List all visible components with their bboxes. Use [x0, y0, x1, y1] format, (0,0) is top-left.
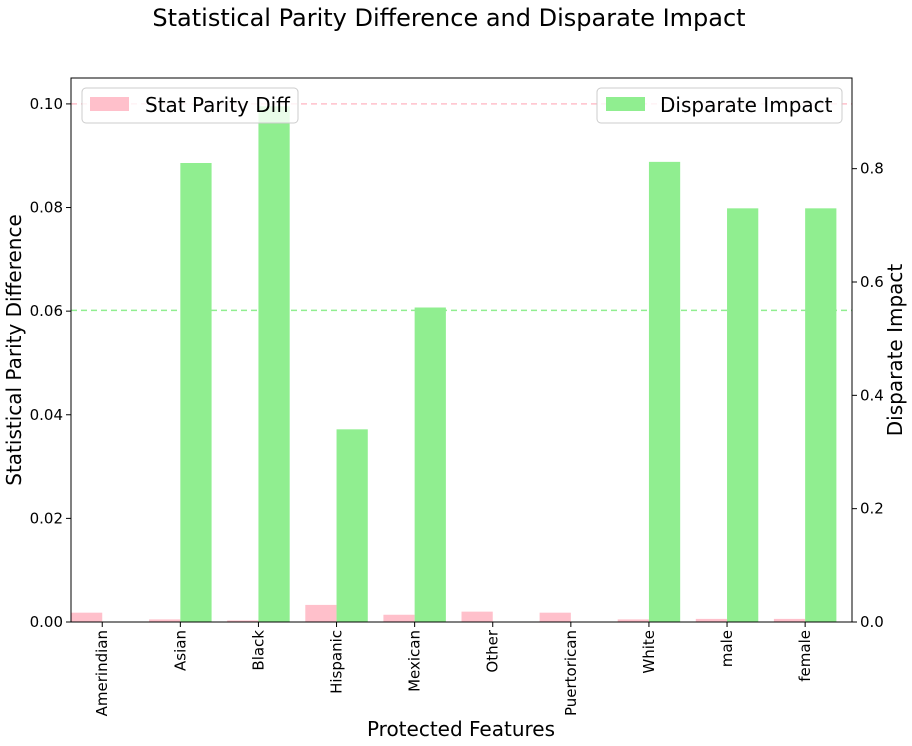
- right-tick-label: 0.4: [860, 386, 884, 404]
- bar-disparate-impact-hispanic: [336, 429, 368, 622]
- disparate-impact-bars: [180, 106, 837, 623]
- left-tick-label: 0.08: [30, 199, 63, 217]
- legend-swatch-stat-parity: [90, 97, 129, 111]
- right-tick-label: 0.8: [860, 160, 884, 178]
- bar-stat-parity-female: [773, 618, 806, 622]
- bar-stat-parity-hispanic: [305, 604, 337, 622]
- bar-stat-parity-amerindian: [71, 612, 103, 622]
- x-tick-label: male: [718, 630, 736, 667]
- chart-title: Statistical Parity Difference and Dispar…: [152, 4, 745, 32]
- left-tick-label: 0.00: [30, 613, 63, 631]
- right-tick-label: 0.2: [860, 500, 884, 518]
- bar-disparate-impact-white: [648, 161, 681, 622]
- legend-swatch-disparate-impact: [606, 97, 645, 111]
- bar-stat-parity-mexican: [383, 614, 415, 622]
- left-axis-ticks: 0.00 0.02 0.04 0.06 0.08 0.10: [30, 95, 71, 631]
- legend-box: [596, 87, 843, 124]
- bar-disparate-impact-female: [805, 208, 837, 623]
- x-axis-ticks: Amerindian Asian Black Hispanic Mexican Other…: [93, 622, 814, 716]
- bar-disparate-impact-black: [258, 106, 290, 623]
- bar-disparate-impact-male: [727, 208, 759, 623]
- left-tick-label: 0.04: [30, 406, 63, 424]
- left-tick-label: 0.06: [30, 302, 63, 320]
- plot-frame: [70, 77, 853, 623]
- right-tick-label: 0.0: [860, 613, 884, 631]
- bar-stat-parity-asian: [149, 619, 181, 622]
- right-y-axis-label: Disparate Impact: [883, 264, 907, 437]
- x-tick-label: Amerindian: [93, 630, 111, 716]
- bar-stat-parity-black: [227, 620, 259, 622]
- x-tick-label: Mexican: [406, 630, 424, 692]
- legend-box: [81, 87, 299, 124]
- left-tick-label: 0.02: [30, 509, 63, 527]
- bar-disparate-impact-asian: [180, 163, 212, 622]
- right-tick-label: 0.6: [860, 273, 884, 291]
- left-tick-label: 0.10: [30, 95, 63, 113]
- stat-parity-bars: [71, 604, 806, 622]
- legend-stat-parity: Stat Parity Diff: [81, 87, 299, 124]
- x-tick-label: Other: [484, 629, 502, 672]
- x-tick-label: female: [796, 630, 814, 682]
- legend-disparate-impact: Disparate Impact: [596, 87, 843, 124]
- x-tick-label: White: [640, 630, 658, 674]
- left-y-axis-label: Statistical Parity Difference: [2, 214, 26, 486]
- legend-label-stat-parity: Stat Parity Diff: [145, 93, 291, 117]
- x-tick-label: Asian: [171, 630, 189, 671]
- bar-stat-parity-male: [695, 618, 728, 622]
- legend-label-disparate-impact: Disparate Impact: [660, 93, 833, 117]
- bar-stat-parity-other: [461, 611, 493, 622]
- bar-stat-parity-white: [617, 619, 649, 622]
- right-axis-ticks: 0.0 0.2 0.4 0.6 0.8: [852, 160, 884, 631]
- x-tick-label: Black: [249, 630, 267, 671]
- x-axis-label: Protected Features: [367, 717, 555, 741]
- x-tick-label: Puertorican: [562, 630, 580, 716]
- bar-stat-parity-puertorican: [539, 612, 571, 622]
- x-tick-label: Hispanic: [328, 630, 346, 694]
- bar-disparate-impact-mexican: [414, 307, 446, 622]
